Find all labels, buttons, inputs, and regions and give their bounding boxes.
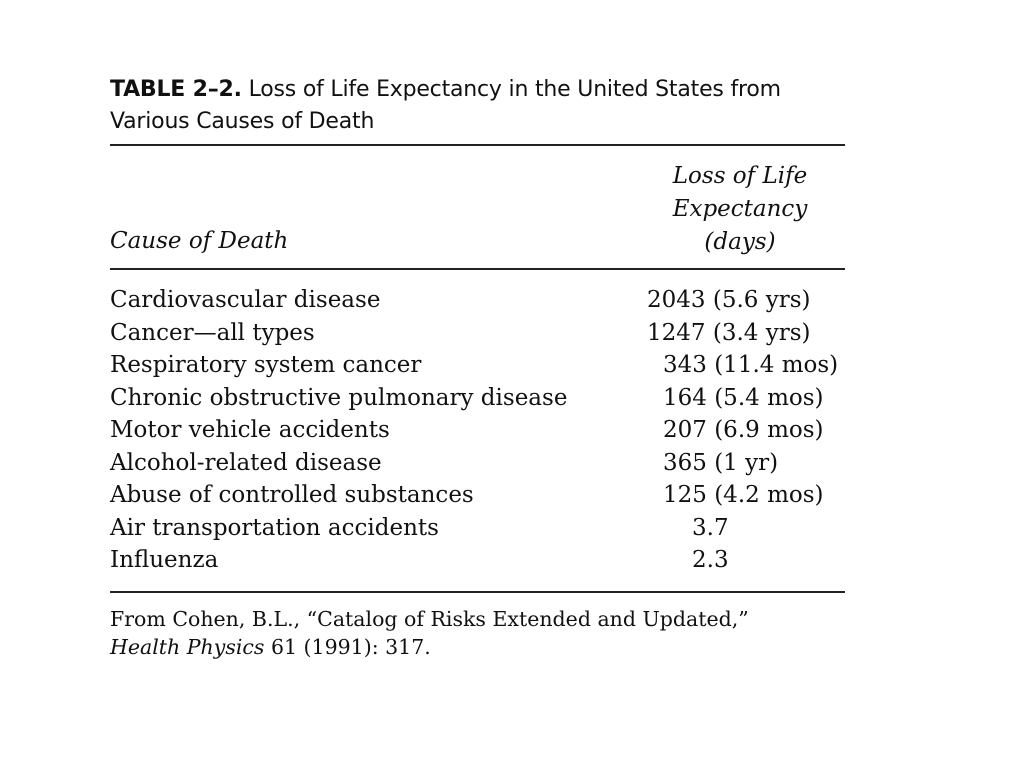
table-title: Loss of Life Expectancy in the United St…	[110, 77, 781, 134]
cell-cause: Motor vehicle accidents	[110, 417, 390, 443]
cell-loss: 164 (5.4 mos)	[663, 384, 824, 411]
table-caption: TABLE 2–2. Loss of Life Expectancy in th…	[110, 74, 845, 138]
cell-cause: Air transportation accidents	[110, 514, 439, 541]
table-row: Motor vehicle accidents 207 (6.9 mos)	[110, 414, 845, 447]
cell-cause: Chronic obstructive pulmonary disease	[110, 384, 568, 411]
table-row: Air transportation accidents 3.7	[110, 512, 845, 545]
table-row: Respiratory system cancer 343 (11.4 mos)	[110, 349, 845, 382]
table-row: Cardiovascular disease 2043 (5.6 yrs)	[110, 284, 845, 317]
top-rule	[110, 144, 845, 146]
cell-loss: 1247 (3.4 yrs)	[647, 319, 811, 346]
cell-cause: Abuse of controlled substances	[110, 482, 474, 508]
cell-cause: Respiratory system cancer	[110, 352, 422, 378]
cell-loss: 125 (4.2 mos)	[663, 482, 824, 508]
cell-cause: Cancer—all types	[110, 319, 315, 346]
header-rule	[110, 268, 845, 270]
table-row: Alcohol-related disease 365 (1 yr)	[110, 447, 845, 480]
header-cause-of-death: Cause of Death	[110, 228, 289, 254]
table-row: Cancer—all types 1247 (3.4 yrs)	[110, 317, 845, 350]
cell-cause: Alcohol-related disease	[110, 449, 382, 476]
cell-loss: 2.3	[692, 547, 729, 573]
cell-loss: 343 (11.4 mos)	[663, 352, 839, 378]
table-row: Abuse of controlled substances 125 (4.2 …	[110, 479, 845, 512]
source-line1: From Cohen, B.L., “Catalog of Risks Exte…	[110, 606, 749, 631]
source-note: From Cohen, B.L., “Catalog of Risks Exte…	[110, 605, 845, 661]
source-journal: Health Physics	[110, 634, 265, 659]
source-line2: Health Physics 61 (1991): 317.	[110, 633, 845, 661]
header-loss-of-life-expectancy: Loss of Life Expectancy (days)	[640, 160, 840, 259]
header-loss-line3: (days)	[704, 229, 776, 255]
table-header: Cause of Death Loss of Life Expectancy (…	[110, 146, 845, 268]
cell-loss: 3.7	[692, 514, 729, 541]
cell-loss: 2043 (5.6 yrs)	[647, 287, 811, 313]
header-loss-line2: Expectancy	[672, 196, 808, 222]
life-expectancy-table: TABLE 2–2. Loss of Life Expectancy in th…	[110, 74, 845, 661]
source-citation: 61 (1991): 317.	[270, 634, 431, 659]
table-row: Chronic obstructive pulmonary disease 16…	[110, 382, 845, 415]
table-row: Influenza 2.3	[110, 544, 845, 577]
bottom-rule	[110, 590, 845, 593]
cell-loss: 365 (1 yr)	[663, 449, 779, 476]
table-body: Cardiovascular disease 2043 (5.6 yrs) Ca…	[110, 270, 845, 591]
cell-cause: Influenza	[110, 547, 219, 573]
cell-cause: Cardiovascular disease	[110, 287, 381, 313]
header-loss-line1: Loss of Life	[672, 163, 808, 189]
table-label: TABLE 2–2.	[110, 77, 242, 102]
cell-loss: 207 (6.9 mos)	[663, 417, 824, 443]
